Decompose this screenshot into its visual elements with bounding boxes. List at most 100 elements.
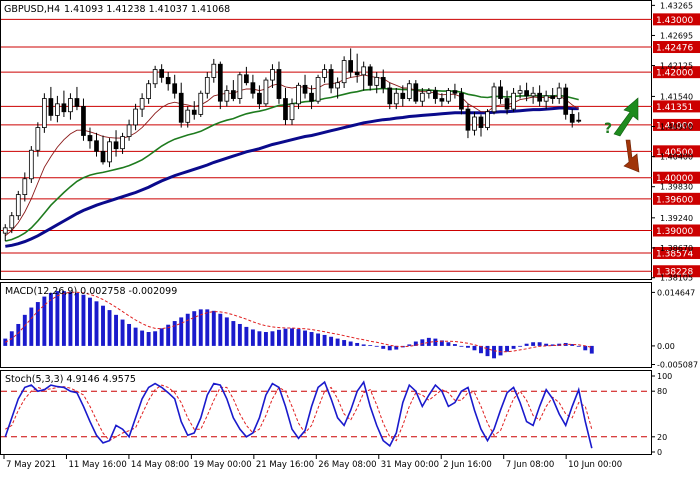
- candle-body: [341, 60, 347, 84]
- candle-body: [315, 77, 321, 102]
- macd-bar: [42, 296, 47, 346]
- macd-bar: [407, 344, 412, 346]
- macd-bar: [576, 345, 581, 347]
- macd-bar: [550, 344, 555, 346]
- candle-body: [472, 116, 477, 131]
- time-tick-label: 26 May 08:00: [318, 460, 376, 470]
- candle-body: [48, 98, 54, 116]
- time-tick-label: 14 May 08:00: [131, 460, 189, 470]
- macd-bar: [296, 329, 301, 346]
- forecast-down-arrow: [623, 139, 640, 173]
- level-label-bg: [653, 13, 700, 26]
- macd-bar: [355, 342, 360, 346]
- macd-bar: [361, 344, 366, 346]
- macd-title: MACD(12,26,9) 0.002758 -0.002099: [5, 286, 177, 297]
- forecast-question-mark: ?: [604, 121, 612, 137]
- candle-body: [74, 98, 80, 107]
- candle-body: [380, 77, 386, 89]
- level-label: 1.40500: [656, 148, 693, 158]
- macd-bar: [518, 345, 523, 347]
- macd-tick-label: 0.00: [657, 342, 675, 351]
- macd-bar: [231, 321, 236, 346]
- macd-bar: [107, 310, 112, 346]
- price-tick-label: 1.41540: [660, 92, 693, 101]
- macd-bar: [61, 291, 66, 346]
- candle-body: [133, 108, 138, 126]
- candle-body: [459, 92, 464, 110]
- level-label-bg: [653, 118, 700, 131]
- macd-bar: [133, 327, 138, 346]
- macd-bar: [198, 309, 203, 346]
- candle-body: [446, 90, 451, 102]
- macd-bar: [224, 317, 229, 346]
- candle-body: [517, 90, 523, 94]
- macd-bar: [101, 305, 105, 346]
- macd-bar: [3, 338, 8, 346]
- time-tick-label: 7 May 2021: [6, 460, 56, 470]
- candle-body: [185, 109, 191, 123]
- macd-bar: [55, 291, 60, 346]
- level-label-bg: [653, 192, 700, 205]
- macd-bar: [270, 331, 275, 346]
- candle-body: [15, 194, 21, 217]
- stoch-main-line: [4, 380, 593, 449]
- macd-bar: [172, 321, 177, 346]
- candle-body: [387, 87, 393, 105]
- stoch-tick-label: 100: [657, 372, 672, 381]
- candle-body: [485, 111, 490, 128]
- macd-signal-line: [5, 291, 592, 353]
- candle-body: [263, 79, 269, 105]
- candle-body: [165, 77, 171, 85]
- macd-bar: [335, 338, 340, 346]
- candle-body: [296, 84, 301, 105]
- macd-bar: [387, 345, 392, 351]
- macd-bar: [368, 345, 373, 346]
- macd-bar: [211, 310, 216, 346]
- macd-bar: [88, 297, 92, 346]
- candle-body: [107, 141, 112, 163]
- price-tick-label: 1.40400: [660, 153, 693, 162]
- level-label-bg: [653, 145, 700, 158]
- stoch-tick-label: 0: [657, 448, 662, 457]
- macd-bar: [570, 344, 575, 346]
- candle-body: [94, 140, 99, 152]
- macd-bar: [511, 345, 516, 349]
- macd-bar: [446, 342, 451, 346]
- candle-body: [361, 66, 367, 76]
- candle-body: [348, 60, 354, 73]
- price-tick-label: 1.38670: [660, 244, 693, 253]
- level-label: 1.38228: [656, 268, 693, 278]
- candle-body: [81, 106, 86, 136]
- macd-bar: [81, 294, 86, 346]
- macd-bar: [524, 343, 529, 346]
- candle-body: [309, 92, 314, 102]
- macd-tick-label: 0.014647: [657, 288, 695, 297]
- macd-bar: [485, 345, 490, 357]
- forecast-up-arrow: [613, 97, 639, 137]
- level-label: 1.39600: [656, 195, 693, 205]
- level-label-bg: [653, 171, 700, 184]
- candle-body: [433, 90, 438, 99]
- stoch-title: Stoch(5,3,3) 4.9146 4.9575: [5, 374, 136, 385]
- candle-body: [191, 109, 197, 115]
- macd-bar: [433, 338, 438, 346]
- macd-bar: [48, 292, 53, 346]
- candle-body: [556, 87, 562, 99]
- macd-bar: [420, 339, 425, 346]
- level-label-bg: [653, 66, 700, 79]
- macd-bar: [303, 330, 307, 346]
- support-resistance-levels: 1.43000 1.42476 1.42000 1.41351 1.41000 1.405…: [1, 13, 700, 278]
- level-label-bg: [653, 100, 700, 113]
- candle-body: [302, 84, 308, 94]
- candle-body: [393, 92, 399, 105]
- candle-body: [419, 92, 425, 102]
- time-tick-label: 21 May 16:00: [256, 460, 314, 470]
- price-tick-label: 1.42125: [660, 62, 693, 71]
- candle-body: [68, 98, 73, 113]
- macd-bar: [316, 333, 321, 346]
- macd-bar: [374, 345, 379, 347]
- level-label: 1.43000: [656, 16, 693, 26]
- candle-body: [42, 98, 47, 128]
- macd-bar: [537, 342, 542, 346]
- candle-body: [139, 98, 145, 110]
